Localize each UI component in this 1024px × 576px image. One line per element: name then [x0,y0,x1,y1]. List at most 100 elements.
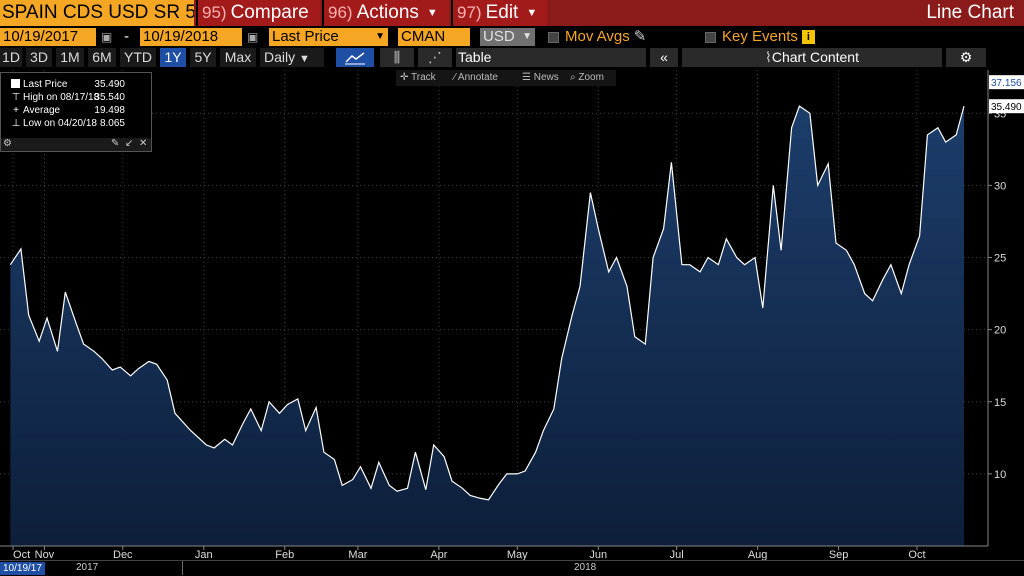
period-6m-button[interactable]: 6M [88,48,116,67]
price-field-label: Last Price [272,28,339,45]
y-tick-label: 25 [994,253,1006,265]
gear-icon[interactable]: ⚙ [3,138,12,149]
mov-avgs-checkbox[interactable] [548,31,559,43]
price-field-select[interactable]: Last Price ▼ [269,28,388,46]
compare-label: Compare [230,2,309,23]
period-max-button[interactable]: Max [220,48,256,67]
date-separator: - [124,28,129,45]
chart-content-button[interactable]: ⌇Chart Content [682,48,942,67]
scatter-chart-type-button[interactable]: ⋰ [418,48,452,67]
frequency-label: Daily [264,49,296,65]
high-value-tag: 37.156 [991,78,1022,89]
x-tick-label: Mar [348,549,367,560]
start-date-field[interactable]: 10/19/2017 [0,28,96,46]
mov-avgs-toggle[interactable]: Mov Avgs ✎ [548,28,646,46]
edit-button[interactable]: 97) Edit ▼ [451,0,547,26]
x-tick-label: Oct [13,549,30,560]
period-bar: 1D 3D 1M 6M YTD 1Y 5Y Max Daily ▼ ⫼ ⋰ Ta… [0,46,1024,68]
period-5y-button[interactable]: 5Y [190,48,216,67]
key-events-checkbox[interactable] [705,31,716,43]
chart-tools-bar: ✛ Track ⁄ Annotate ☰ News ⌕ Zoom [396,70,616,86]
last-value-tag-bg [989,99,1024,114]
scatter-icon: ⋰ [428,49,442,65]
x-tick-label: Jun [589,549,607,560]
x-tick-label: Jan [195,549,213,560]
white-square-icon [10,79,20,92]
average-marker-icon: + [13,105,19,116]
title-bar: SPAIN CDS USD SR 5 95) Compare 96) Actions… [0,0,1024,26]
info-icon[interactable]: i [801,30,815,45]
end-date-field[interactable]: 10/19/2018 [140,28,242,46]
news-tool[interactable]: ☰ News [522,70,559,86]
y-tick-label: 15 [994,397,1006,409]
x-tick-label: Feb [275,549,294,560]
price-line [9,105,965,501]
source-field[interactable]: CMAN [398,28,470,46]
pin-icon[interactable]: ✎ [111,138,120,149]
fields-bar: 10/19/2017 ▣ - 10/19/2018 ▣ Last Price ▼ … [0,26,1024,46]
table-button[interactable]: Table [456,48,646,67]
high-value-tag-bg [989,75,1024,90]
track-label: Track [411,72,436,83]
caret-down-icon: ▼ [375,31,385,42]
zoom-label: Zoom [578,72,604,83]
low-marker-icon: ⊥ [11,118,21,129]
y-tick-label: 30 [994,180,1006,192]
actions-label: Actions [356,2,419,24]
close-icon[interactable]: ✕ [139,138,148,149]
x-tick-label: Apr [430,549,447,560]
actions-button[interactable]: 96) Actions ▼ [322,0,449,26]
edit-label: Edit [485,2,519,24]
collapse-icon[interactable]: « [650,48,678,67]
high-marker-icon: ⊤ [11,92,21,103]
legend-average: + Average 19.498 [1,105,151,117]
annotate-tool[interactable]: ⁄ Annotate [454,70,498,86]
year-2017-label: 2017 [76,562,99,573]
news-icon: ☰ [522,72,531,83]
pen-icon: ⁄ [454,72,456,83]
caret-down-icon: ▼ [299,53,310,65]
caret-down-icon: ▼ [522,31,532,42]
collapse-arrow-icon[interactable]: ↙ [125,138,134,149]
frequency-select[interactable]: Daily ▼ [260,48,324,67]
legend-last-price: Last Price 35.490 [1,79,151,91]
track-tool[interactable]: ✛ Track [400,70,436,86]
period-3d-button[interactable]: 3D [26,48,52,67]
line-chart-type-button[interactable] [336,48,374,67]
bottom-timeline: 10/19/17 2017 2018 [0,560,1024,576]
chart-content-icon: ⌇ [764,49,772,65]
pencil-icon[interactable]: ✎ [633,28,647,45]
chart-area: 10 15 20 25 30 35 Oct Nov Dec Jan Feb Mar Apr May Jun… [0,70,1024,576]
year-2018-label: 2018 [574,562,597,573]
x-tick-label: Jul [670,549,684,560]
crosshair-icon: ✛ [400,72,409,83]
x-tick-label: Dec [113,549,133,560]
candlestick-chart-type-button[interactable]: ⫼ [380,48,414,67]
legend-box[interactable]: Last Price 35.490 ⊤ High on 08/17/18 35.… [0,72,152,152]
legend-high: ⊤ High on 08/17/18 35.540 [11,92,125,103]
y-tick-label: 20 [994,325,1006,337]
zoom-tool[interactable]: ⌕ Zoom [570,70,604,86]
period-1m-button[interactable]: 1M [56,48,84,67]
period-ytd-button[interactable]: YTD [120,48,156,67]
price-area [10,106,964,546]
currency-label: USD [483,28,515,45]
period-1d-button[interactable]: 1D [0,48,22,67]
legend-low: ⊥ Low on 04/20/18 8.065 [11,118,125,129]
calendar-icon[interactable]: ▣ [101,30,113,44]
currency-select[interactable]: USD ▼ [480,28,535,46]
chart-content-label: Chart Content [771,49,859,65]
start-date-tag: 10/19/17 [0,562,45,575]
security-field[interactable]: SPAIN CDS USD SR 5 [0,0,194,26]
period-1y-button[interactable]: 1Y [160,48,186,67]
x-tick-label: Aug [748,549,768,560]
y-tick-label: 10 [994,469,1006,481]
key-events-label: Key Events [722,28,798,45]
compare-button[interactable]: 95) Compare [196,0,320,26]
key-events-toggle[interactable]: Key Events i [705,28,815,46]
calendar-icon[interactable]: ▣ [247,30,259,44]
gear-icon[interactable]: ⚙ [946,48,986,67]
caret-down-icon: ▼ [426,7,438,19]
line-chart-icon [345,52,365,65]
